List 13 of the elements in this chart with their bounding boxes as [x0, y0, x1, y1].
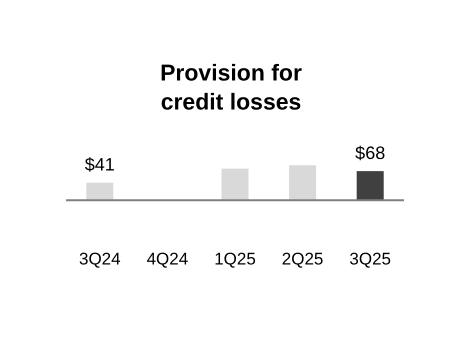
x-tick-label: 1Q25 [214, 249, 256, 268]
data-label: $41 [84, 154, 115, 175]
bar [221, 168, 249, 200]
bar [289, 165, 316, 200]
x-tick-label: 4Q24 [146, 249, 188, 268]
x-tick-label: 3Q24 [79, 249, 121, 268]
data-label: $68 [355, 143, 386, 164]
bar [86, 182, 114, 200]
x-tick-label: 3Q25 [349, 249, 391, 268]
x-tick-label: 2Q25 [282, 249, 324, 268]
bar [356, 171, 384, 200]
text: Provision for [160, 60, 302, 86]
text: credit losses [160, 88, 302, 114]
